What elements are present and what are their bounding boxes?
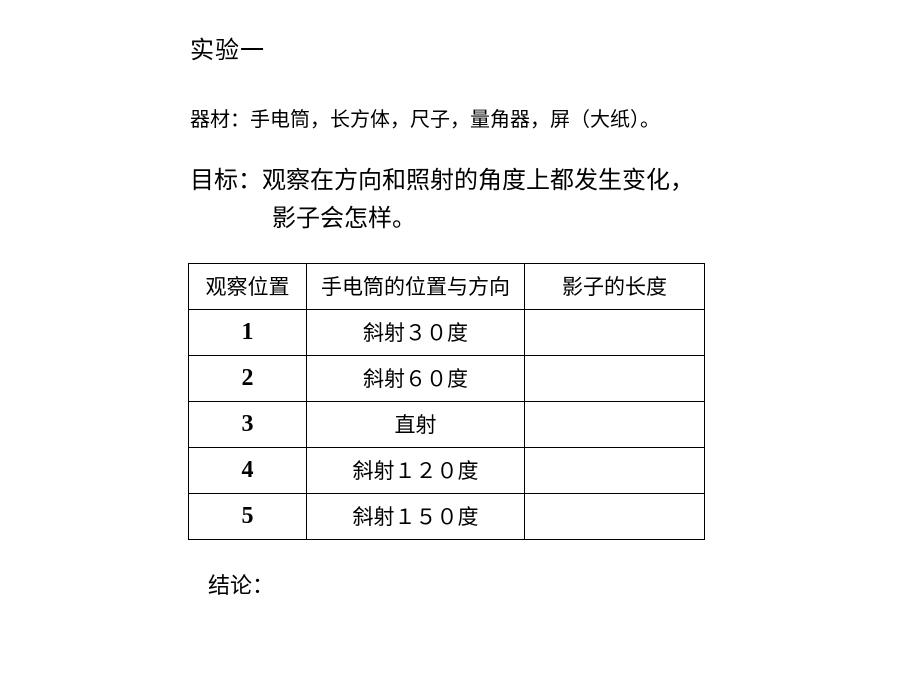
- document-page: 实验一 器材：手电筒，长方体，尺子，量角器，屏（大纸）。 目标：观察在方向和照射…: [0, 0, 920, 600]
- experiment-table: 观察位置 手电筒的位置与方向 影子的长度 1 斜射３０度 2 斜射６０度 3 直…: [188, 263, 705, 540]
- row-direction: 斜射１５０度: [307, 493, 525, 539]
- conclusion-label: 结论：: [190, 568, 920, 600]
- goal-line1: 观察在方向和照射的角度上都发生变化，: [262, 168, 694, 194]
- row-direction: 斜射１２０度: [307, 447, 525, 493]
- row-shadow: [525, 355, 705, 401]
- materials-text: 手电筒，长方体，尺子，量角器，屏（大纸）。: [250, 109, 660, 131]
- row-direction: 斜射６０度: [307, 355, 525, 401]
- row-num: 4: [189, 447, 307, 493]
- table-row: 5 斜射１５０度: [189, 493, 705, 539]
- materials-label: 器材：: [190, 109, 250, 131]
- row-shadow: [525, 401, 705, 447]
- experiment-title: 实验一: [190, 30, 920, 65]
- row-shadow: [525, 309, 705, 355]
- table-row: 2 斜射６０度: [189, 355, 705, 401]
- row-num: 5: [189, 493, 307, 539]
- header-flashlight-direction: 手电筒的位置与方向: [307, 263, 525, 309]
- row-num: 1: [189, 309, 307, 355]
- materials-line: 器材：手电筒，长方体，尺子，量角器，屏（大纸）。: [190, 103, 920, 132]
- header-shadow-length: 影子的长度: [525, 263, 705, 309]
- row-direction: 斜射３０度: [307, 309, 525, 355]
- goal-line2: 影子会怎样。: [190, 200, 920, 238]
- row-num: 3: [189, 401, 307, 447]
- goal-block: 目标：观察在方向和照射的角度上都发生变化， 影子会怎样。: [190, 162, 920, 239]
- table-row: 4 斜射１２０度: [189, 447, 705, 493]
- goal-label: 目标：: [190, 168, 262, 194]
- row-shadow: [525, 447, 705, 493]
- row-shadow: [525, 493, 705, 539]
- row-num: 2: [189, 355, 307, 401]
- row-direction: 直射: [307, 401, 525, 447]
- table-row: 1 斜射３０度: [189, 309, 705, 355]
- table-header-row: 观察位置 手电筒的位置与方向 影子的长度: [189, 263, 705, 309]
- header-observation-position: 观察位置: [189, 263, 307, 309]
- table-row: 3 直射: [189, 401, 705, 447]
